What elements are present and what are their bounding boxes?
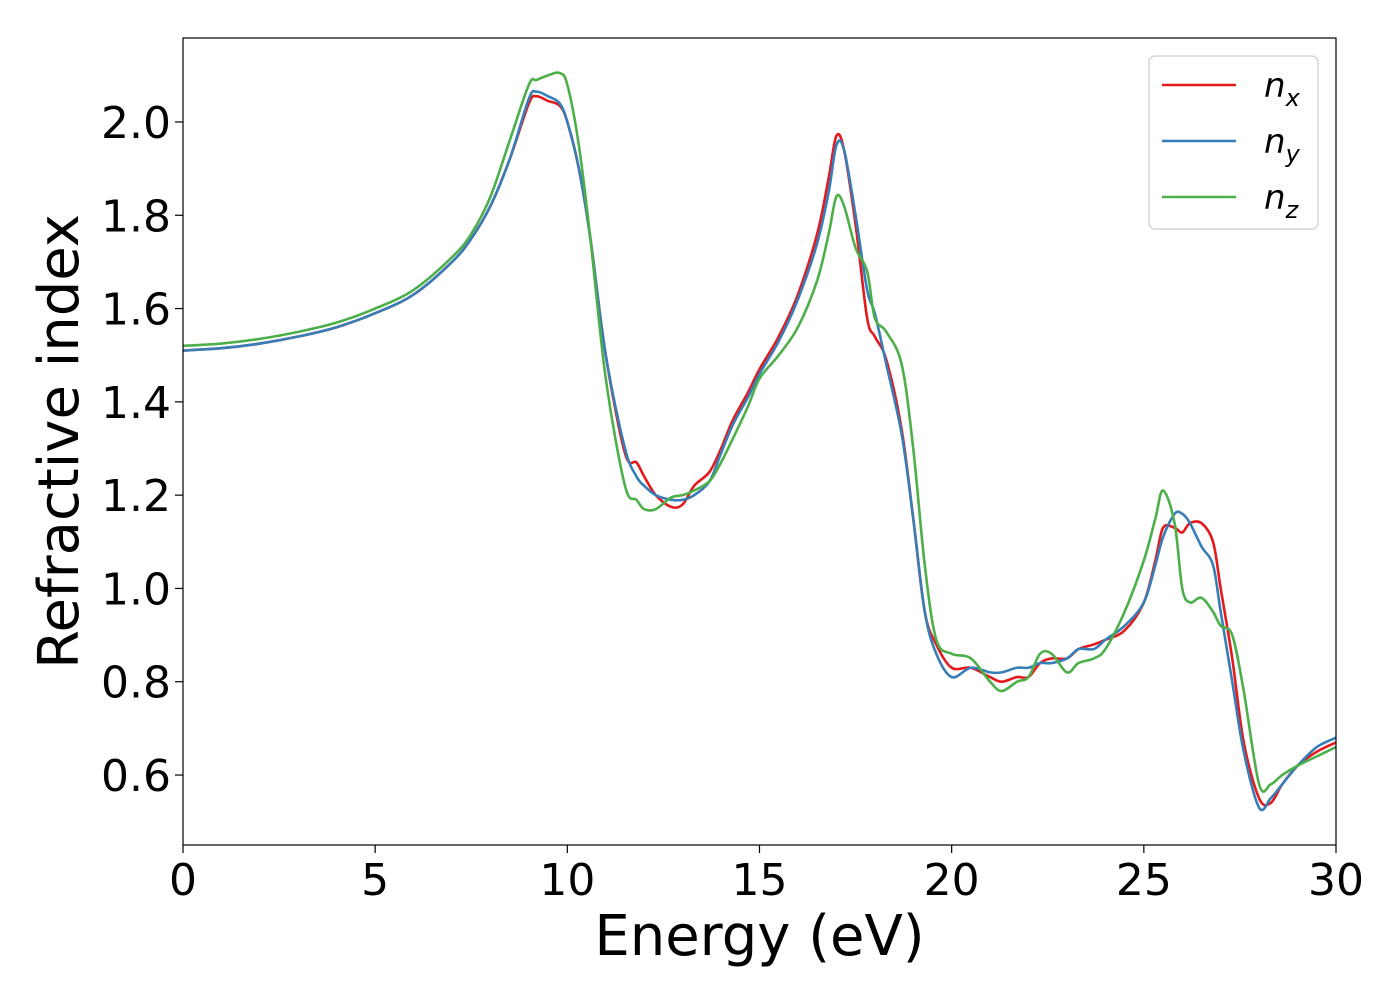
legend-label-y: ny <box>1264 122 1301 168</box>
legend-label-x: nx <box>1264 66 1301 112</box>
legend-label-subscript: y <box>1285 140 1301 168</box>
x-tick-label: 20 <box>924 855 980 906</box>
y-tick-label: 2.0 <box>101 98 171 149</box>
legend-label-z: nz <box>1264 178 1300 224</box>
y-tick-label: 1.2 <box>101 471 171 522</box>
series-line-z <box>183 71 1336 793</box>
x-tick-label: 10 <box>539 855 595 906</box>
x-tick-label: 25 <box>1116 855 1172 906</box>
legend-label-subscript: z <box>1285 196 1300 224</box>
x-axis-ticks: 0 5 10 15 20 25 30 <box>169 845 1364 906</box>
legend-box <box>1148 55 1319 230</box>
x-axis-label: Energy (eV) <box>594 904 924 969</box>
y-tick-label: 1.0 <box>101 564 171 615</box>
y-axis-label: Refractive index <box>27 214 92 669</box>
x-tick-label: 15 <box>732 855 788 906</box>
y-tick-label: 1.4 <box>101 378 171 429</box>
legend-label-subscript: x <box>1285 84 1301 112</box>
legend-label-main: n <box>1264 66 1286 106</box>
series-layer <box>183 71 1336 812</box>
series-line-y <box>183 89 1336 812</box>
series-line-x <box>183 94 1336 807</box>
x-tick-label: 5 <box>361 855 389 906</box>
x-tick-label: 30 <box>1308 855 1364 906</box>
y-tick-label: 1.8 <box>101 191 171 242</box>
x-tick-label: 0 <box>169 855 197 906</box>
y-axis-ticks: 0.6 0.8 1.0 1.2 1.4 1.6 1.8 2.0 <box>101 98 183 802</box>
y-tick-label: 0.6 <box>101 751 171 802</box>
legend-label-main: n <box>1264 178 1286 218</box>
legend-label-main: n <box>1264 122 1286 162</box>
y-tick-label: 1.6 <box>101 285 171 336</box>
y-tick-label: 0.8 <box>101 658 171 709</box>
